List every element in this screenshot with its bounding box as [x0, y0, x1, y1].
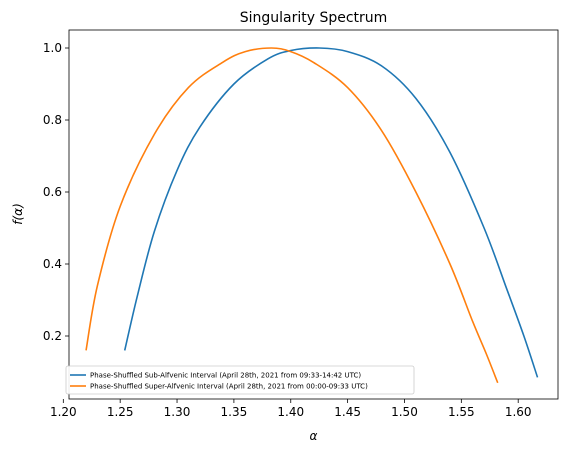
series-layer: [85, 47, 539, 384]
legend: Phase-Shuffled Sub-Alfvenic Interval (Ap…: [65, 365, 415, 395]
x-tick-label: 1.25: [107, 405, 134, 419]
y-tick-label: 1.0: [43, 41, 62, 55]
y-axis-label: f(α): [11, 203, 25, 225]
x-tick-label: 1.35: [221, 405, 248, 419]
y-ticks: 0.2 0.4 0.6 0.8 1.0: [43, 41, 69, 343]
plot-background: [69, 30, 558, 399]
y-tick-label: 0.8: [43, 113, 62, 127]
legend-label-1: Phase-Shuffled Sub-Alfvenic Interval (Ap…: [90, 372, 361, 380]
chart-title: Singularity Spectrum: [240, 10, 388, 26]
series-line-2: [85, 47, 499, 384]
series-line-1: [123, 47, 539, 378]
y-tick-label: 0.6: [43, 185, 62, 199]
x-tick-label: 1.45: [334, 405, 361, 419]
x-tick-label: 1.40: [277, 405, 304, 419]
x-tick-label: 1.60: [505, 405, 532, 419]
plot-frame: [68, 29, 559, 400]
x-ticks: 1.20 1.25 1.30 1.35 1.40 1.45 1.50 1.55 1.60: [50, 399, 532, 419]
x-tick-label: 1.50: [391, 405, 418, 419]
y-tick-label: 0.2: [43, 329, 62, 343]
x-tick-label: 1.20: [50, 405, 77, 419]
legend-label-2: Phase-Shuffled Super-Alfvenic Interval (…: [90, 383, 368, 391]
y-tick-label: 0.4: [43, 257, 62, 271]
x-axis-label: α: [310, 429, 318, 443]
legend-box: [65, 365, 415, 395]
x-tick-label: 1.55: [448, 405, 475, 419]
x-tick-label: 1.30: [164, 405, 191, 419]
